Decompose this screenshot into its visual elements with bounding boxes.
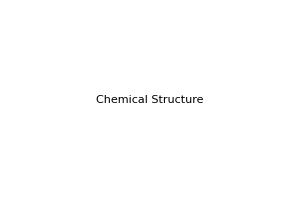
Text: Chemical Structure: Chemical Structure — [96, 95, 204, 105]
